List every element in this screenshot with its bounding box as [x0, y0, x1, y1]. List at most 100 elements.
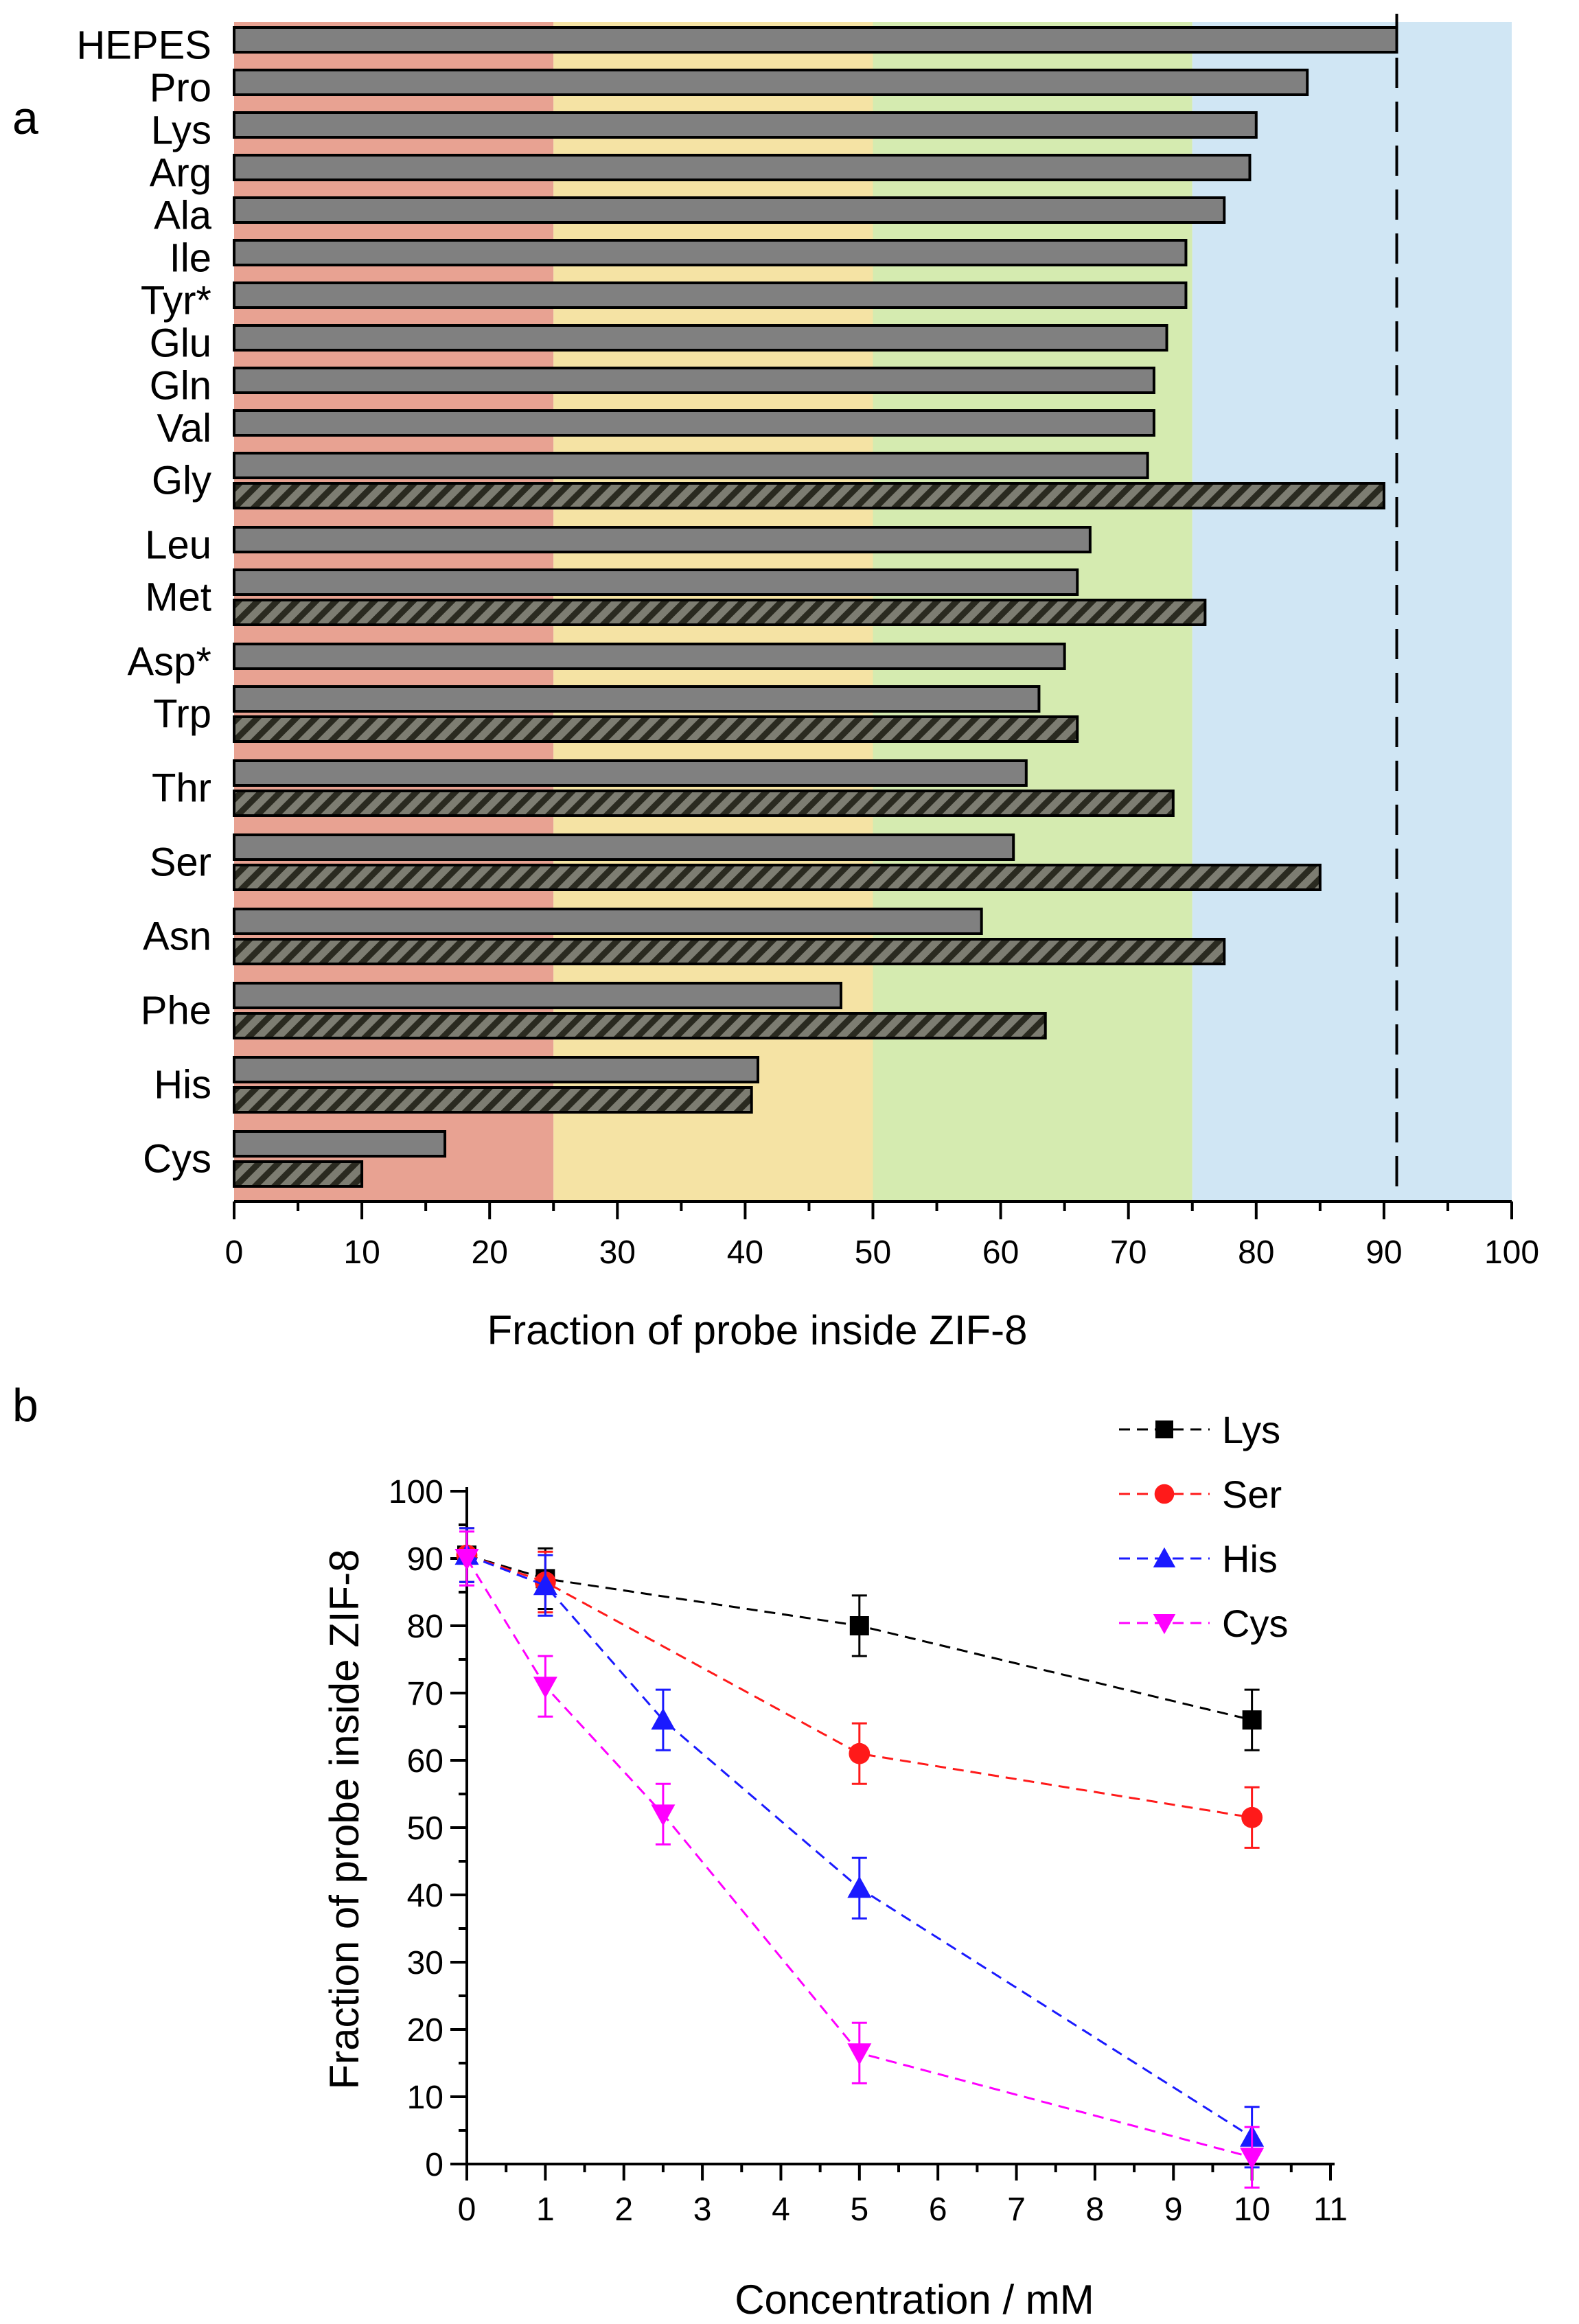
series-line	[466, 1554, 1252, 1721]
series-line	[466, 1554, 1253, 2139]
legend-label: Cys	[1222, 1602, 1288, 1645]
y-tick-label: 40	[407, 1878, 443, 1914]
y-tick-label: 80	[407, 1609, 443, 1645]
category-label: Gly	[152, 458, 211, 503]
y-axis-title: Fraction of probe inside ZIF-8	[321, 1549, 367, 2089]
category-label: Met	[145, 575, 211, 619]
bar-solid	[233, 111, 1258, 139]
axes: 0 10 20 30 40 50 60 70 80 90 100 0 1 2 3 4 5 6 7 8 9 10 11	[389, 1474, 1348, 2228]
bar-solid	[233, 154, 1252, 181]
bar-solid	[233, 367, 1155, 394]
bar-solid	[233, 281, 1188, 309]
bar-solid	[233, 1056, 760, 1083]
legend-item-ser: Ser	[1119, 1473, 1282, 1516]
bar-solid	[233, 452, 1149, 479]
bar-hatched	[233, 1160, 364, 1188]
bar-hatched	[233, 599, 1207, 626]
marker-triangle-down	[454, 1549, 479, 1571]
marker-square	[1242, 1710, 1262, 1730]
x-tick-label: 8	[1086, 2191, 1105, 2228]
legend-item-lys: Lys	[1119, 1408, 1280, 1451]
marker-triangle-up	[1153, 1547, 1176, 1567]
category-label: His	[154, 1062, 211, 1107]
marker-square	[1155, 1420, 1173, 1438]
category-label: Val	[157, 406, 211, 450]
bar-solid	[233, 239, 1188, 266]
category-label: Pro	[150, 65, 211, 110]
bar-solid	[233, 759, 1028, 787]
legend-label: Ser	[1222, 1473, 1282, 1516]
marker-circle	[1241, 1806, 1263, 1828]
category-label: Ala	[154, 193, 212, 238]
bar-hatched	[233, 482, 1385, 509]
category-label: Cys	[143, 1136, 211, 1181]
bar-solid	[233, 643, 1066, 670]
bar-solid	[233, 1130, 447, 1158]
x-tick-label: 0	[225, 1234, 244, 1271]
category-label: Thr	[152, 766, 211, 810]
bar-hatched	[233, 864, 1322, 891]
category-label: Arg	[150, 150, 211, 195]
bar-solid	[233, 982, 842, 1009]
bar-solid	[233, 526, 1092, 553]
bar-hatched	[233, 715, 1079, 743]
y-tick-label: 90	[407, 1541, 443, 1578]
marker-triangle-down	[847, 2043, 872, 2065]
category-label: Gln	[150, 363, 211, 408]
marker-triangle-up	[533, 1573, 557, 1596]
marker-triangle-up	[651, 1707, 676, 1730]
series-group	[454, 1527, 1265, 2189]
x-tick-label: 50	[855, 1234, 891, 1271]
x-tick-label: 30	[599, 1234, 636, 1271]
x-tick-label: 5	[850, 2191, 868, 2228]
x-tick-label: 0	[458, 2191, 476, 2228]
background-band	[1192, 22, 1512, 1201]
series-lys	[457, 1527, 1262, 1751]
bar-solid	[233, 324, 1168, 352]
category-label: Asn	[143, 914, 211, 958]
x-tick-label: 100	[1484, 1234, 1539, 1271]
bar-solid	[233, 908, 983, 935]
y-tick-label: 0	[425, 2147, 443, 2183]
x-axis-title: Concentration / mM	[735, 2277, 1094, 2323]
x-tick-label: 60	[982, 1234, 1019, 1271]
legend-item-his: His	[1119, 1537, 1278, 1580]
x-tick-label: 70	[1110, 1234, 1146, 1271]
x-tick-label: 6	[929, 2191, 947, 2228]
x-tick-label: 4	[772, 2191, 790, 2228]
y-tick-label: 100	[389, 1474, 443, 1510]
bar-hatched	[233, 790, 1175, 817]
marker-circle	[849, 1742, 871, 1764]
y-tick-label: 60	[407, 1743, 443, 1780]
x-tick-label: 1	[536, 2191, 555, 2228]
category-label: Ile	[170, 235, 211, 280]
x-tick-label: 10	[1234, 2191, 1270, 2228]
x-tick-label: 40	[727, 1234, 763, 1271]
category-label: Glu	[150, 321, 211, 365]
category-label: Phe	[141, 988, 211, 1033]
category-label: Asp*	[127, 639, 211, 684]
bar-solid	[233, 685, 1041, 713]
x-tick-label: 2	[614, 2191, 633, 2228]
bar-hatched	[233, 1086, 753, 1114]
bar-hatched	[233, 938, 1226, 965]
bar-solid	[233, 196, 1226, 224]
category-label: Tyr*	[141, 278, 211, 323]
y-tick-label: 10	[407, 2080, 443, 2116]
bar-group	[233, 26, 1398, 1188]
x-tick-label: 7	[1007, 2191, 1026, 2228]
x-axis-title: Fraction of probe inside ZIF-8	[487, 1307, 1027, 1353]
legend: Lys Ser His Cys	[1119, 1408, 1288, 1645]
marker-triangle-down	[533, 1677, 557, 1699]
y-tick-label: 50	[407, 1810, 443, 1847]
marker-triangle-up	[847, 1876, 872, 1898]
category-label: Leu	[145, 522, 211, 567]
marker-square	[849, 1616, 869, 1635]
panel-b-label: b	[12, 1379, 38, 1431]
y-tick-label: 70	[407, 1676, 443, 1712]
legend-label: His	[1222, 1537, 1278, 1580]
y-tick-label: 30	[407, 1945, 443, 1981]
category-label: HEPES	[76, 23, 211, 67]
marker-triangle-down	[1240, 2148, 1265, 2170]
